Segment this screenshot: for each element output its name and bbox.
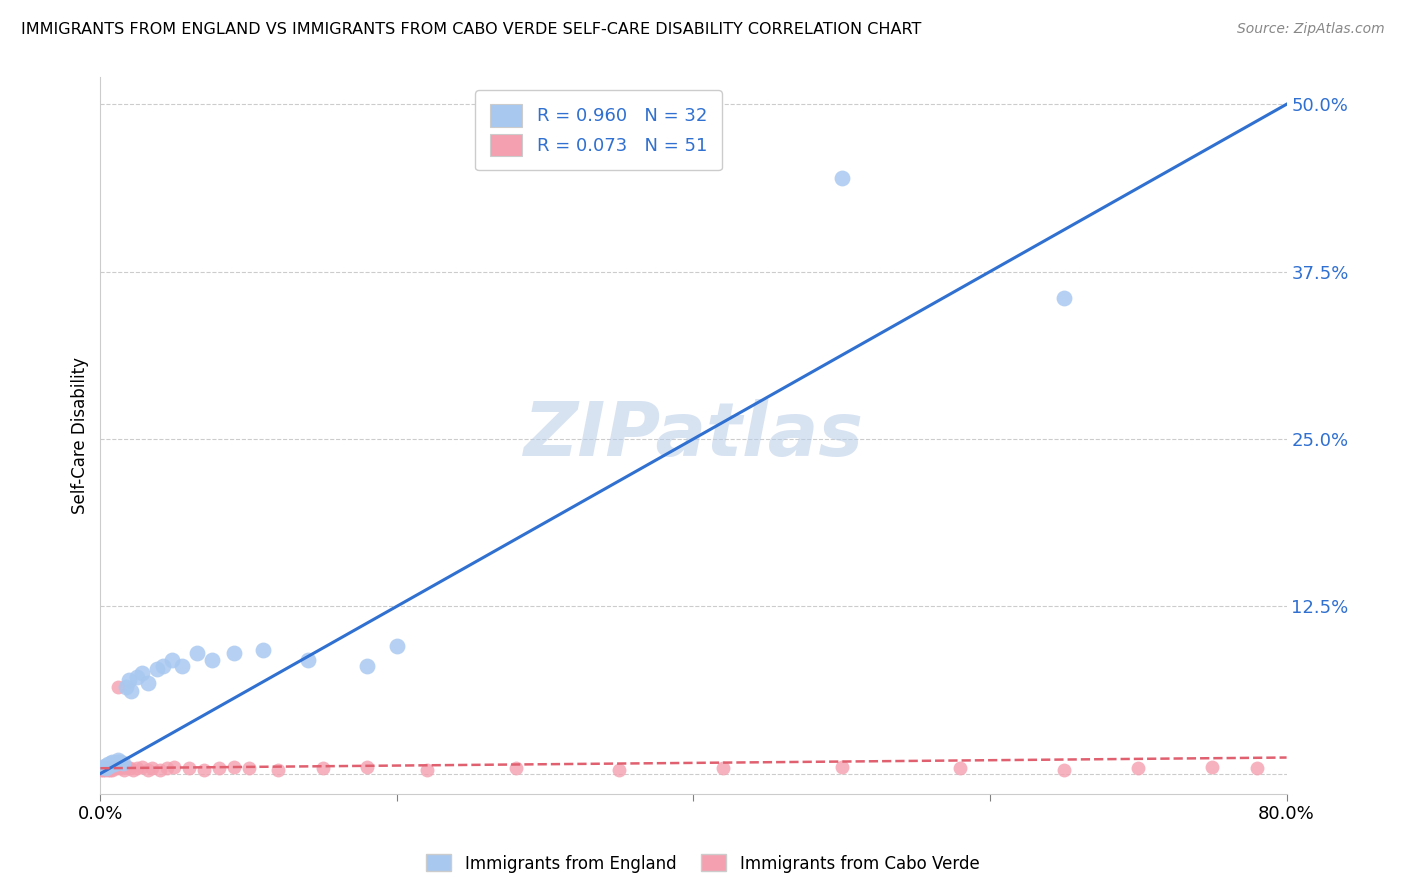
Point — [104, 756, 127, 770]
Point — [222, 646, 245, 660]
Point — [94, 761, 117, 775]
Point — [105, 755, 128, 769]
Point — [149, 763, 172, 777]
Point — [208, 761, 231, 775]
Text: IMMIGRANTS FROM ENGLAND VS IMMIGRANTS FROM CABO VERDE SELF-CARE DISABILITY CORRE: IMMIGRANTS FROM ENGLAND VS IMMIGRANTS FR… — [21, 22, 921, 37]
Point — [949, 761, 972, 775]
Point — [1053, 291, 1076, 305]
Point — [115, 760, 138, 774]
Point — [104, 760, 127, 774]
Point — [101, 755, 124, 769]
Point — [200, 653, 222, 667]
Legend: R = 0.960   N = 32, R = 0.073   N = 51: R = 0.960 N = 32, R = 0.073 N = 51 — [475, 90, 721, 170]
Point — [110, 761, 132, 775]
Point — [163, 760, 186, 774]
Point — [127, 761, 149, 775]
Point — [186, 646, 208, 660]
Point — [127, 670, 149, 684]
Point — [100, 761, 122, 775]
Point — [141, 761, 163, 775]
Point — [136, 763, 159, 777]
Point — [96, 761, 118, 775]
Point — [267, 763, 290, 777]
Point — [101, 763, 124, 777]
Point — [93, 761, 115, 775]
Point — [107, 753, 129, 767]
Y-axis label: Self-Care Disability: Self-Care Disability — [72, 357, 89, 514]
Point — [105, 761, 128, 775]
Point — [505, 761, 527, 775]
Point — [385, 640, 408, 654]
Point — [238, 761, 260, 775]
Text: Source: ZipAtlas.com: Source: ZipAtlas.com — [1237, 22, 1385, 37]
Point — [222, 760, 245, 774]
Point — [356, 659, 378, 673]
Point — [152, 659, 174, 673]
Point — [96, 760, 118, 774]
Point — [100, 756, 122, 770]
Point — [108, 755, 131, 769]
Point — [103, 761, 125, 775]
Point — [1128, 761, 1150, 775]
Point — [131, 760, 153, 774]
Point — [831, 170, 853, 185]
Point — [97, 757, 120, 772]
Point — [356, 760, 378, 774]
Point — [1246, 761, 1268, 775]
Point — [1201, 760, 1223, 774]
Point — [103, 757, 125, 772]
Point — [252, 643, 274, 657]
Point — [831, 760, 853, 774]
Point — [156, 761, 179, 775]
Point — [160, 653, 183, 667]
Point — [711, 761, 734, 775]
Point — [97, 763, 120, 777]
Point — [118, 761, 141, 775]
Point — [1053, 763, 1076, 777]
Point — [607, 763, 630, 777]
Point — [312, 761, 335, 775]
Point — [145, 662, 167, 676]
Point — [91, 760, 114, 774]
Point — [94, 763, 117, 777]
Point — [98, 761, 121, 775]
Point — [91, 760, 114, 774]
Point — [90, 763, 112, 777]
Point — [94, 758, 117, 772]
Point — [131, 666, 153, 681]
Point — [91, 763, 114, 777]
Point — [114, 680, 136, 694]
Point — [90, 761, 112, 775]
Point — [98, 763, 121, 777]
Point — [107, 680, 129, 694]
Legend: Immigrants from England, Immigrants from Cabo Verde: Immigrants from England, Immigrants from… — [420, 847, 986, 880]
Point — [193, 763, 215, 777]
Point — [415, 763, 437, 777]
Point — [121, 683, 143, 698]
Point — [111, 756, 134, 770]
Point — [96, 761, 118, 775]
Point — [98, 758, 121, 772]
Point — [136, 675, 159, 690]
Point — [112, 763, 135, 777]
Point — [122, 763, 145, 777]
Point — [117, 673, 139, 687]
Point — [97, 760, 120, 774]
Point — [170, 659, 193, 673]
Point — [179, 761, 201, 775]
Text: ZIPatlas: ZIPatlas — [523, 399, 863, 472]
Point — [108, 760, 131, 774]
Point — [100, 760, 122, 774]
Point — [297, 653, 319, 667]
